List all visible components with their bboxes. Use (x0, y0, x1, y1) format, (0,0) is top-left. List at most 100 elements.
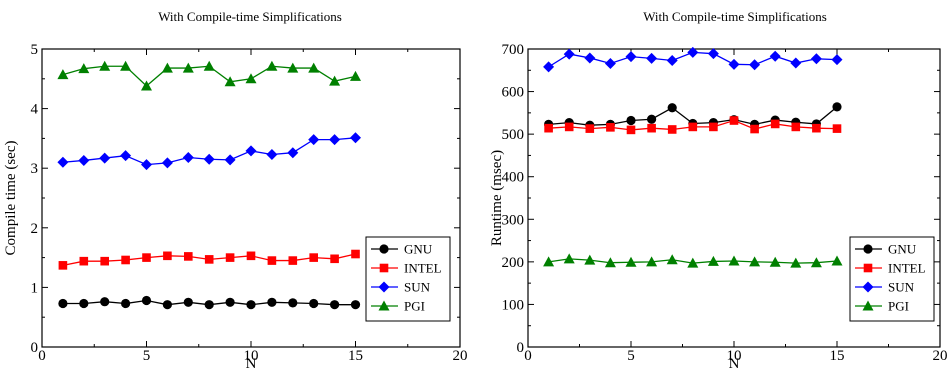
data-point (184, 252, 193, 261)
data-point (626, 125, 636, 135)
data-point (57, 69, 69, 80)
series-pgi (57, 60, 361, 91)
data-point (288, 256, 298, 265)
data-point (563, 253, 575, 264)
data-point (667, 103, 677, 113)
x-axis-label: N (729, 356, 740, 372)
legend-entry: SUN (855, 280, 915, 295)
data-point (58, 298, 68, 309)
data-point (606, 123, 615, 132)
data-point (790, 257, 802, 268)
x-tick-label: 20 (453, 348, 468, 364)
data-point (729, 116, 739, 125)
x-tick-label: 15 (830, 348, 845, 364)
x-tick-label: 20 (933, 348, 948, 364)
legend-entry: GNU (371, 242, 433, 257)
legend-entry: GNU (855, 242, 917, 257)
data-point (163, 251, 172, 261)
data-point (563, 48, 575, 60)
data-point (309, 298, 319, 309)
x-tick-label: 5 (143, 348, 151, 364)
y-tick-label: 2 (31, 221, 39, 237)
data-point (183, 297, 193, 307)
data-point (770, 119, 780, 129)
data-point (832, 124, 842, 133)
y-tick-label: 600 (502, 85, 525, 101)
x-tick-label: 15 (348, 348, 363, 364)
series-intel (544, 116, 842, 135)
data-point (707, 255, 719, 266)
data-point (791, 122, 801, 132)
data-point (351, 249, 360, 259)
data-point (329, 134, 341, 146)
series-intel (58, 249, 360, 270)
data-point (78, 63, 90, 74)
data-point (688, 122, 698, 132)
y-tick-label: 300 (502, 212, 525, 228)
data-point (831, 255, 843, 266)
data-point (750, 124, 759, 134)
data-point (141, 295, 152, 306)
data-point (266, 148, 278, 160)
y-tick-label: 3 (31, 161, 39, 177)
data-point (604, 57, 616, 69)
data-point (204, 300, 214, 310)
data-point (308, 62, 320, 73)
legend-marker (379, 263, 389, 273)
data-point (287, 62, 299, 73)
x-tick-label: 5 (627, 348, 635, 364)
data-point (120, 150, 132, 162)
data-point (245, 73, 257, 84)
data-point (121, 255, 130, 265)
legend-label: INTEL (888, 261, 926, 276)
data-point (749, 59, 761, 71)
data-point (646, 256, 658, 267)
data-point (225, 297, 235, 307)
data-point (584, 52, 596, 64)
legend-label: INTEL (404, 261, 442, 276)
y-tick-label: 4 (31, 102, 39, 118)
y-tick-label: 0 (31, 340, 39, 356)
legend-marker (863, 244, 873, 254)
series-pgi (543, 253, 843, 268)
data-point (224, 76, 236, 87)
data-point (79, 256, 89, 266)
data-point (707, 48, 719, 60)
data-point (99, 152, 111, 164)
data-point (161, 62, 173, 73)
data-point (309, 253, 318, 262)
y-axis-label: Runtime (msec) (489, 150, 505, 246)
data-point (224, 154, 236, 166)
y-tick-label: 500 (502, 127, 525, 143)
legend-entry: INTEL (371, 261, 442, 276)
chart-title: With Compile-time Simplifications (158, 9, 342, 24)
data-point (604, 257, 616, 268)
data-point (120, 60, 132, 71)
y-tick-label: 400 (502, 170, 525, 186)
data-point (544, 123, 553, 133)
data-point (687, 46, 699, 58)
data-point (246, 251, 256, 261)
data-point (246, 300, 256, 310)
y-tick-label: 0 (517, 340, 525, 356)
data-point (810, 53, 822, 65)
data-point (646, 52, 658, 64)
legend-label: SUN (404, 280, 431, 295)
data-point (266, 60, 278, 71)
x-tick-label: 0 (524, 348, 532, 364)
data-point (308, 134, 320, 146)
data-point (687, 257, 699, 268)
data-point (287, 147, 299, 159)
series-gnu (58, 295, 361, 310)
data-point (330, 300, 340, 310)
data-point (831, 54, 843, 66)
data-point (99, 60, 111, 71)
legend-marker (379, 244, 389, 254)
legend-label: PGI (404, 299, 425, 314)
y-tick-label: 200 (502, 255, 525, 271)
data-point (647, 114, 657, 124)
data-point (790, 57, 802, 69)
series-sun (57, 132, 361, 171)
legend-label: GNU (404, 242, 433, 257)
